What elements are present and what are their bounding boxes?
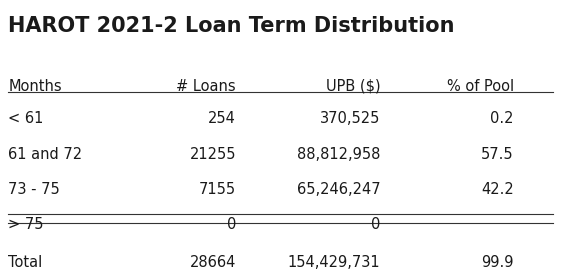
Text: 0: 0	[371, 217, 380, 232]
Text: 28664: 28664	[190, 255, 236, 270]
Text: 42.2: 42.2	[481, 182, 514, 197]
Text: 0: 0	[227, 217, 236, 232]
Text: 99.9: 99.9	[481, 255, 514, 270]
Text: 73 - 75: 73 - 75	[9, 182, 60, 197]
Text: 0.2: 0.2	[490, 111, 514, 126]
Text: < 61: < 61	[9, 111, 44, 126]
Text: Total: Total	[9, 255, 43, 270]
Text: 61 and 72: 61 and 72	[9, 147, 83, 161]
Text: > 75: > 75	[9, 217, 44, 232]
Text: % of Pool: % of Pool	[446, 79, 514, 94]
Text: Months: Months	[9, 79, 62, 94]
Text: 65,246,247: 65,246,247	[297, 182, 380, 197]
Text: 7155: 7155	[199, 182, 236, 197]
Text: UPB ($): UPB ($)	[325, 79, 380, 94]
Text: HAROT 2021-2 Loan Term Distribution: HAROT 2021-2 Loan Term Distribution	[9, 16, 455, 36]
Text: 154,429,731: 154,429,731	[288, 255, 380, 270]
Text: 370,525: 370,525	[320, 111, 380, 126]
Text: 254: 254	[208, 111, 236, 126]
Text: 88,812,958: 88,812,958	[297, 147, 380, 161]
Text: 21255: 21255	[189, 147, 236, 161]
Text: # Loans: # Loans	[176, 79, 236, 94]
Text: 57.5: 57.5	[481, 147, 514, 161]
